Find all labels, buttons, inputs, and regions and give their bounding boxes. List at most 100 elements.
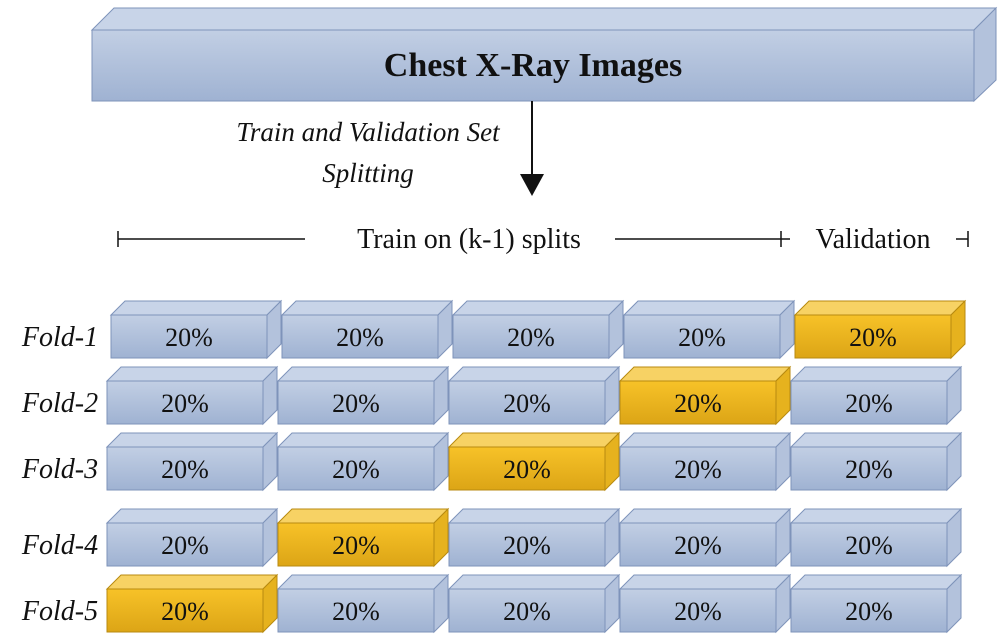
train-split-block: 20% <box>622 299 796 360</box>
train-split-block: 20% <box>447 573 621 634</box>
train-split-block: 20% <box>276 573 450 634</box>
block-front-face <box>448 522 606 567</box>
block-top-face <box>105 508 279 524</box>
block-front-face <box>794 314 952 359</box>
train-split-block: 20% <box>789 573 963 634</box>
split-note-line1: Train and Validation Set <box>236 117 501 147</box>
fold-label: Fold-5 <box>21 596 98 627</box>
train-split-block: 20% <box>109 299 283 360</box>
fold-row: Fold-2 20% 20% 20% 20% 20% <box>21 365 963 426</box>
block-top-face <box>105 432 279 448</box>
block-top-face <box>618 432 792 448</box>
fold-row: Fold-4 20% 20% 20% 20% 20% <box>21 507 963 568</box>
block-percent-label: 20% <box>161 531 209 560</box>
block-front-face <box>790 522 948 567</box>
block-percent-label: 20% <box>507 323 555 352</box>
fold-row: Fold-5 20% 20% 20% 20% 20% <box>21 573 963 634</box>
train-split-block: 20% <box>451 299 625 360</box>
fold-row: Fold-1 20% 20% 20% 20% 20% <box>21 299 967 360</box>
title-banner-top <box>90 7 998 31</box>
fold-rows: Fold-1 20% 20% 20% 20% 20% Fold-2 20% 20% 20% 20% 2… <box>21 299 967 634</box>
block-percent-label: 20% <box>845 389 893 418</box>
title-banner: Chest X-Ray Images <box>90 6 998 103</box>
range-indicator: Train on (k-1) splits Validation <box>117 224 969 255</box>
train-split-block: 20% <box>447 507 621 568</box>
block-front-face <box>106 446 264 491</box>
block-front-face <box>448 588 606 633</box>
block-percent-label: 20% <box>332 597 380 626</box>
block-front-face <box>619 446 777 491</box>
block-top-face <box>276 432 450 448</box>
block-percent-label: 20% <box>161 455 209 484</box>
fold-label: Fold-3 <box>21 454 98 485</box>
block-front-face <box>106 588 264 633</box>
train-split-block: 20% <box>276 431 450 492</box>
fold-label: Fold-4 <box>21 530 98 561</box>
block-top-face <box>447 508 621 524</box>
validation-split-block: 20% <box>105 573 279 634</box>
block-front-face <box>619 588 777 633</box>
block-top-face <box>276 366 450 382</box>
fold-label: Fold-2 <box>21 388 98 419</box>
block-top-face <box>105 574 279 590</box>
block-top-face <box>618 366 792 382</box>
block-percent-label: 20% <box>845 597 893 626</box>
train-split-block: 20% <box>447 365 621 426</box>
fold-label: Fold-1 <box>21 322 98 353</box>
block-front-face <box>619 380 777 425</box>
train-split-block: 20% <box>105 365 279 426</box>
train-split-block: 20% <box>618 573 792 634</box>
block-front-face <box>106 522 264 567</box>
block-percent-label: 20% <box>678 323 726 352</box>
block-top-face <box>789 432 963 448</box>
block-percent-label: 20% <box>336 323 384 352</box>
block-front-face <box>448 446 606 491</box>
block-top-face <box>793 300 967 316</box>
block-top-face <box>789 366 963 382</box>
train-split-block: 20% <box>618 431 792 492</box>
block-front-face <box>277 446 435 491</box>
block-percent-label: 20% <box>503 389 551 418</box>
block-percent-label: 20% <box>503 455 551 484</box>
block-front-face <box>619 522 777 567</box>
block-percent-label: 20% <box>332 455 380 484</box>
block-percent-label: 20% <box>674 531 722 560</box>
split-arrow <box>520 101 544 196</box>
train-split-block: 20% <box>789 507 963 568</box>
block-front-face <box>790 380 948 425</box>
block-top-face <box>622 300 796 316</box>
block-percent-label: 20% <box>845 455 893 484</box>
train-split-block: 20% <box>280 299 454 360</box>
block-top-face <box>618 508 792 524</box>
block-percent-label: 20% <box>503 531 551 560</box>
block-percent-label: 20% <box>503 597 551 626</box>
block-percent-label: 20% <box>165 323 213 352</box>
block-percent-label: 20% <box>674 389 722 418</box>
train-split-block: 20% <box>789 365 963 426</box>
block-top-face <box>618 574 792 590</box>
block-top-face <box>447 432 621 448</box>
train-split-block: 20% <box>105 431 279 492</box>
split-arrow-head <box>520 174 544 196</box>
block-front-face <box>281 314 439 359</box>
block-percent-label: 20% <box>674 455 722 484</box>
train-split-block: 20% <box>618 507 792 568</box>
block-top-face <box>789 574 963 590</box>
block-front-face <box>790 588 948 633</box>
block-front-face <box>452 314 610 359</box>
block-percent-label: 20% <box>332 531 380 560</box>
validation-range-label: Validation <box>815 224 930 255</box>
block-front-face <box>623 314 781 359</box>
title-text: Chest X-Ray Images <box>384 47 682 84</box>
block-front-face <box>277 380 435 425</box>
block-front-face <box>277 522 435 567</box>
block-percent-label: 20% <box>674 597 722 626</box>
validation-split-block: 20% <box>447 431 621 492</box>
block-front-face <box>110 314 268 359</box>
block-top-face <box>105 366 279 382</box>
train-split-block: 20% <box>276 365 450 426</box>
title-banner-front <box>91 29 975 102</box>
block-top-face <box>447 366 621 382</box>
validation-split-block: 20% <box>276 507 450 568</box>
